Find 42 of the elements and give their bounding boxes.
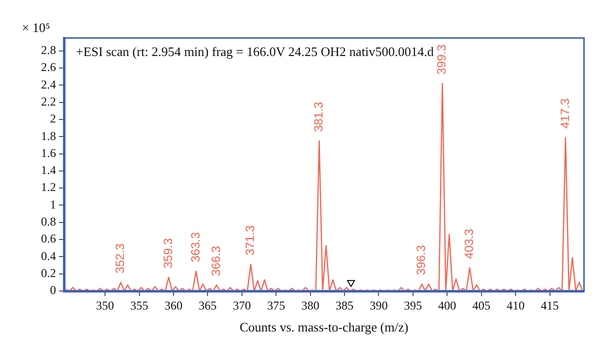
annotation: 381.3 — [312, 102, 326, 132]
y-tick-label: 0.4 — [41, 248, 56, 263]
x-tick-label: 410 — [506, 298, 525, 312]
x-tick-label: 370 — [232, 298, 251, 312]
x-tick-label: 350 — [96, 298, 114, 312]
y-tick-label: 1.6 — [41, 146, 56, 160]
y-tick-label: 0 — [50, 283, 56, 298]
x-tick-label: 390 — [370, 298, 388, 312]
y-tick-label: 2.8 — [41, 43, 56, 58]
annotation: 371.3 — [243, 225, 258, 256]
y-tick-label: 0.6 — [41, 232, 56, 246]
x-tick-label: 415 — [540, 298, 559, 312]
annotation: 363.3 — [188, 232, 202, 262]
x-tick-label: 375 — [267, 298, 286, 312]
x-tick-label: 360 — [164, 298, 182, 312]
annotation: 366.3 — [208, 246, 223, 276]
y-tick-label: 2.6 — [41, 60, 56, 74]
x-axis-title: Counts vs. mass-to-charge (m/z) — [240, 320, 408, 335]
y-tick-label: 0.2 — [41, 266, 56, 280]
y-tick-label: 1.2 — [41, 180, 56, 194]
y-tick-label: 2.2 — [41, 94, 56, 108]
y-tick-label: 1.4 — [41, 163, 56, 178]
annotation: 417.3 — [558, 98, 572, 128]
x-tick-label: 405 — [472, 298, 490, 312]
y-tick-label: 1.8 — [41, 128, 56, 143]
annotation: 352.3 — [113, 243, 128, 274]
y-tick-label: 2 — [50, 112, 56, 126]
y-axis-title: × 10⁵ — [22, 20, 50, 35]
x-tick-label: 395 — [404, 298, 422, 312]
annotation: 359.3 — [160, 238, 175, 268]
y-tick-label: 0.8 — [41, 214, 56, 229]
x-tick-label: 365 — [198, 298, 217, 312]
annotation: 403.3 — [462, 228, 476, 259]
x-tick-label: 380 — [301, 298, 320, 312]
x-tick-label: 355 — [130, 298, 148, 312]
text: +ESI scan (rt: 2.954 min) frag = 166.0V 24.25 OH2 nativ500.0014.d — [76, 44, 434, 59]
x-tick-label: 385 — [336, 298, 354, 312]
annotation: 399.3 — [434, 44, 449, 74]
x-tick-label: 400 — [438, 298, 456, 312]
annotation: 396.3 — [414, 244, 428, 276]
y-tick-label: 1 — [50, 197, 56, 212]
y-tick-label: 2.4 — [41, 77, 56, 92]
